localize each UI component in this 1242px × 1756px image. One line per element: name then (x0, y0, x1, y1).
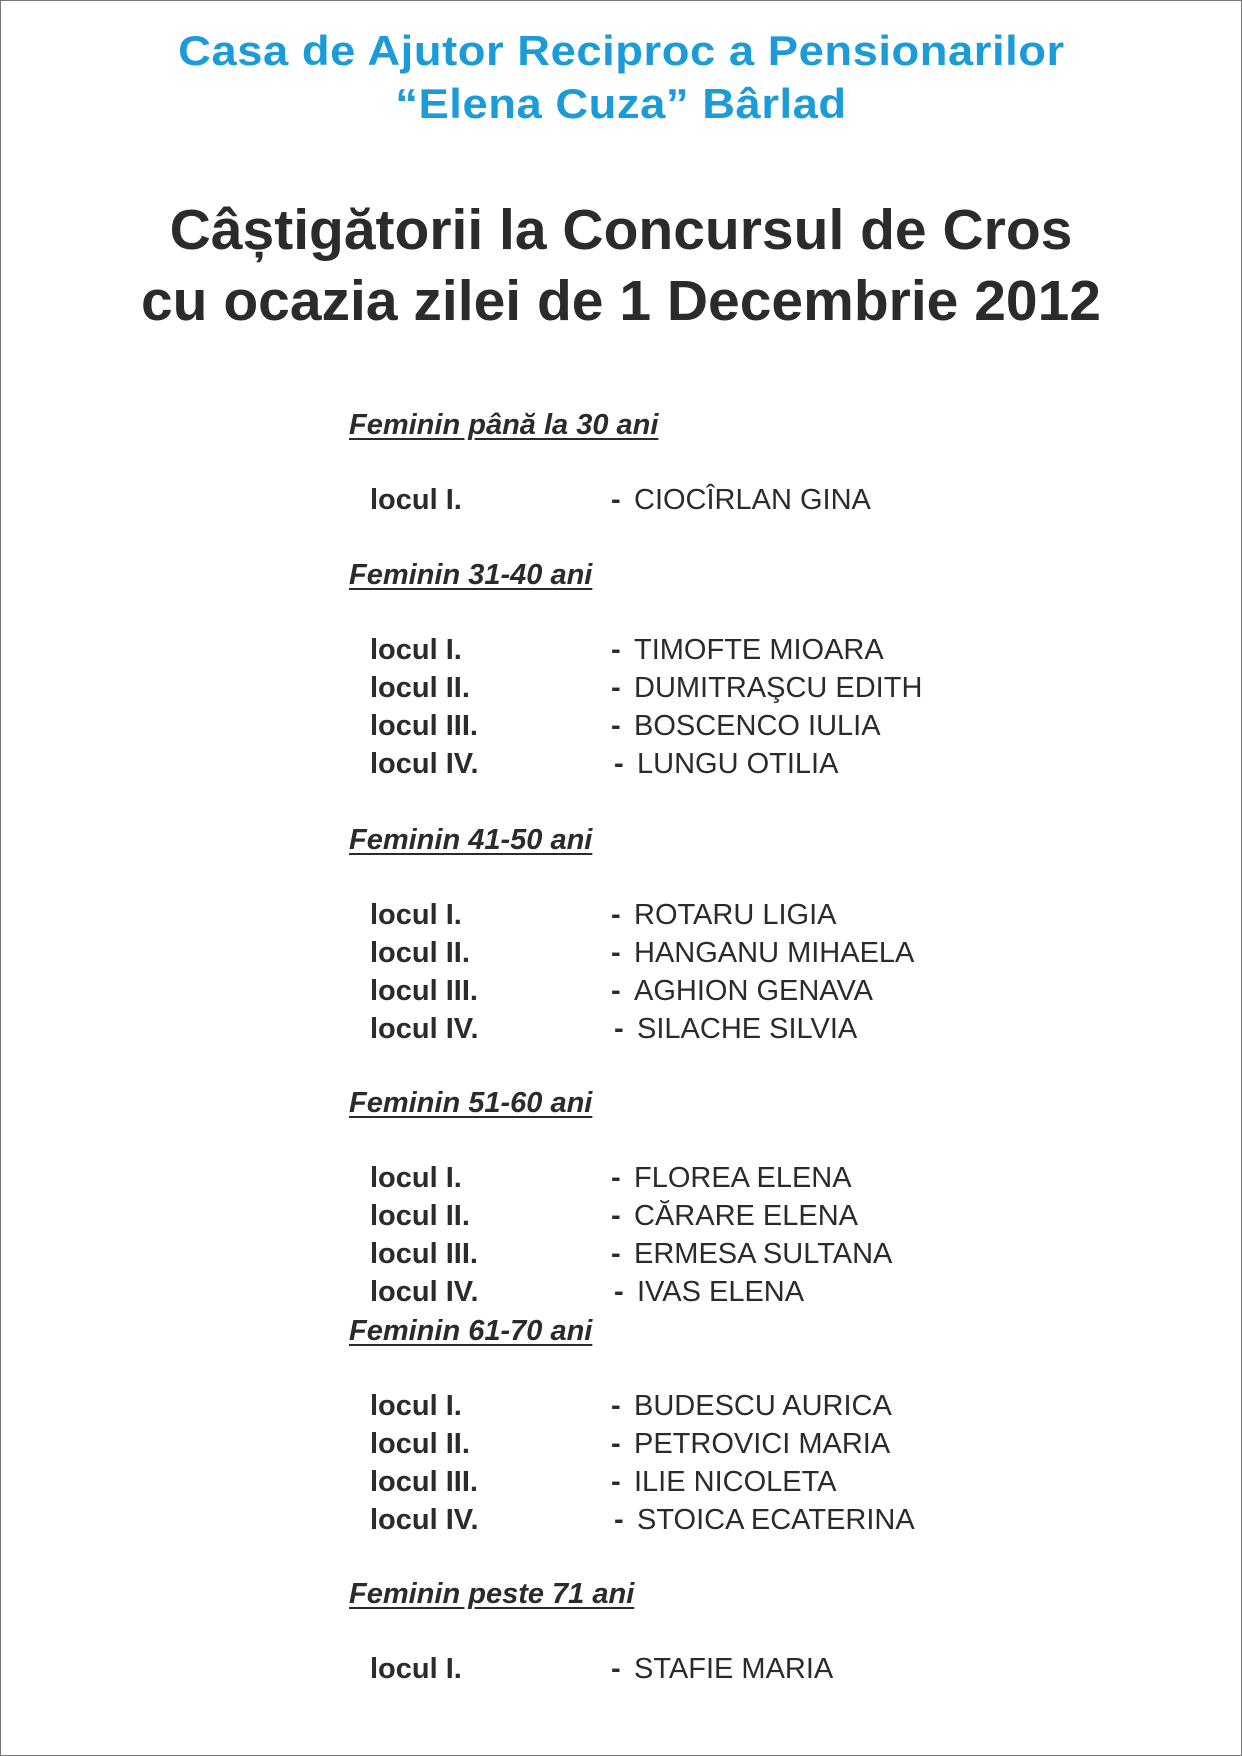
separator-dash: - (611, 1162, 621, 1194)
winner-name: CĂRARE ELENA (634, 1200, 859, 1232)
winners-list: locul I. - ROTARU LIGIA locul II. - HANG… (349, 896, 1149, 1048)
winner-name: LUNGU OTILIA (637, 748, 839, 780)
winner-row: locul I. - CIOCÎRLAN GINA (349, 481, 1149, 519)
category-heading: Feminin 41-50 ani (349, 824, 593, 856)
organization-name: Casa de Ajutor Reciproc a Pensionarilor (1, 26, 1241, 76)
separator-dash: - (611, 484, 621, 516)
winner-row: locul II. - PETROVICI MARIA (349, 1425, 1149, 1463)
winner-name: STOICA ECATERINA (637, 1504, 915, 1536)
separator-dash: - (614, 1013, 624, 1045)
winner-row: locul IV. - SILACHE SILVIA (349, 1010, 1149, 1048)
place-label: locul IV. (370, 1276, 479, 1308)
separator-dash: - (614, 748, 624, 780)
winner-name: STAFIE MARIA (634, 1653, 834, 1685)
winners-list: locul I. - TIMOFTE MIOARA locul II. - DU… (349, 631, 1149, 783)
winner-name: ROTARU LIGIA (634, 899, 837, 931)
separator-dash: - (611, 1200, 621, 1232)
winner-row: locul IV. - STOICA ECATERINA (349, 1501, 1149, 1539)
category-heading: Feminin peste 71 ani (349, 1578, 635, 1610)
winners-list: locul I. - BUDESCU AURICA locul II. - PE… (349, 1387, 1149, 1539)
separator-dash: - (611, 634, 621, 666)
separator-dash: - (611, 1466, 621, 1498)
winner-name: FLOREA ELENA (634, 1162, 852, 1194)
winner-row: locul II. - CĂRARE ELENA (349, 1197, 1149, 1235)
category-section: Feminin 31-40 ani locul I. - TIMOFTE MIO… (349, 556, 1149, 783)
winners-list: locul I. - STAFIE MARIA (349, 1650, 1149, 1688)
winner-name: ERMESA SULTANA (634, 1238, 893, 1270)
winner-name: BOSCENCO IULIA (634, 710, 881, 742)
category-section: Feminin 61-70 ani locul I. - BUDESCU AUR… (349, 1312, 1149, 1539)
winner-name: AGHION GENAVA (634, 975, 874, 1007)
winner-row: locul I. - STAFIE MARIA (349, 1650, 1149, 1688)
winner-row: locul I. - TIMOFTE MIOARA (349, 631, 1149, 669)
place-label: locul I. (370, 1390, 462, 1422)
place-label: locul III. (370, 1238, 478, 1270)
separator-dash: - (611, 975, 621, 1007)
category-heading: Feminin până la 30 ani (349, 409, 659, 441)
winner-name: PETROVICI MARIA (634, 1428, 891, 1460)
winner-row: locul II. - DUMITRAŞCU EDITH (349, 669, 1149, 707)
place-label: locul II. (370, 1200, 470, 1232)
place-label: locul IV. (370, 748, 479, 780)
place-label: locul I. (370, 1653, 462, 1685)
winner-row: locul II. - HANGANU MIHAELA (349, 934, 1149, 972)
org-line-1: Casa de Ajutor Reciproc a Pensionarilor (177, 27, 1065, 74)
place-label: locul II. (370, 672, 470, 704)
winner-row: locul III. - BOSCENCO IULIA (349, 707, 1149, 745)
place-label: locul I. (370, 1162, 462, 1194)
category-heading: Feminin 51-60 ani (349, 1087, 593, 1119)
winner-row: locul III. - ERMESA SULTANA (349, 1235, 1149, 1273)
separator-dash: - (611, 899, 621, 931)
separator-dash: - (614, 1504, 624, 1536)
place-label: locul I. (370, 634, 462, 666)
winner-name: BUDESCU AURICA (634, 1390, 892, 1422)
winner-row: locul III. - AGHION GENAVA (349, 972, 1149, 1010)
winner-name: CIOCÎRLAN GINA (634, 484, 871, 516)
winner-name: ILIE NICOLETA (634, 1466, 837, 1498)
winner-name: HANGANU MIHAELA (634, 937, 915, 969)
winners-list: locul I. - CIOCÎRLAN GINA (349, 481, 1149, 519)
page-title-line-1: Câștigătorii la Concursul de Cros (169, 198, 1073, 262)
place-label: locul II. (370, 937, 470, 969)
category-section: Feminin până la 30 ani locul I. - CIOCÎR… (349, 406, 1149, 519)
category-heading: Feminin 61-70 ani (349, 1315, 593, 1347)
separator-dash: - (611, 1238, 621, 1270)
winners-list: locul I. - FLOREA ELENA locul II. - CĂRA… (349, 1159, 1149, 1311)
winner-name: TIMOFTE MIOARA (634, 634, 884, 666)
category-section: Feminin peste 71 ani locul I. - STAFIE M… (349, 1575, 1149, 1688)
winner-row: locul III. - ILIE NICOLETA (349, 1463, 1149, 1501)
page-title-line-2: cu ocazia zilei de 1 Decembrie 2012 (140, 269, 1101, 333)
winner-name: SILACHE SILVIA (637, 1013, 858, 1045)
place-label: locul IV. (370, 1013, 479, 1045)
separator-dash: - (611, 937, 621, 969)
place-label: locul I. (370, 899, 462, 931)
separator-dash: - (611, 1428, 621, 1460)
separator-dash: - (611, 1390, 621, 1422)
org-line-2: “Elena Cuza” Bârlad (395, 80, 847, 127)
winner-row: locul IV. - IVAS ELENA (349, 1273, 1149, 1311)
winner-row: locul IV. - LUNGU OTILIA (349, 745, 1149, 783)
place-label: locul I. (370, 484, 462, 516)
category-section: Feminin 51-60 ani locul I. - FLOREA ELEN… (349, 1084, 1149, 1311)
place-label: locul II. (370, 1428, 470, 1460)
organization-location: “Elena Cuza” Bârlad (1, 79, 1241, 129)
place-label: locul III. (370, 710, 478, 742)
separator-dash: - (614, 1276, 624, 1308)
category-heading: Feminin 31-40 ani (349, 559, 593, 591)
separator-dash: - (611, 672, 621, 704)
winner-row: locul I. - ROTARU LIGIA (349, 896, 1149, 934)
place-label: locul IV. (370, 1504, 479, 1536)
winner-name: DUMITRAŞCU EDITH (634, 672, 923, 704)
separator-dash: - (611, 710, 621, 742)
winner-row: locul I. - BUDESCU AURICA (349, 1387, 1149, 1425)
winner-row: locul I. - FLOREA ELENA (349, 1159, 1149, 1197)
place-label: locul III. (370, 1466, 478, 1498)
winner-name: IVAS ELENA (637, 1276, 805, 1308)
separator-dash: - (611, 1653, 621, 1685)
place-label: locul III. (370, 975, 478, 1007)
category-section: Feminin 41-50 ani locul I. - ROTARU LIGI… (349, 821, 1149, 1048)
